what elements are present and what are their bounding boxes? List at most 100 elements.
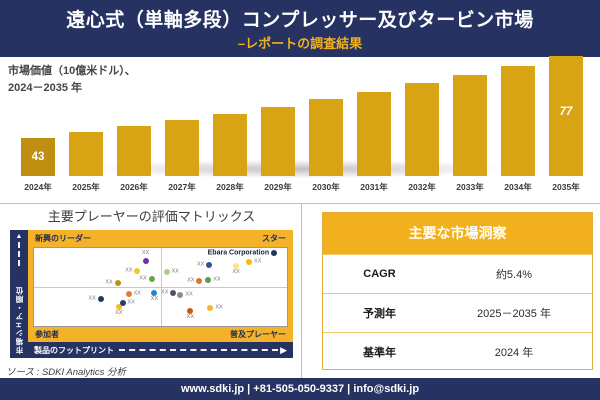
scatter-dot: XX xyxy=(142,251,149,264)
scatter-dot: XX xyxy=(207,304,223,311)
x-axis-tick-label: 2026年 xyxy=(120,182,148,192)
scatter-plot-area: XX XX XX XX XX XX XX XX XX XX XX XX XX Ebara Corporat… xyxy=(33,247,288,327)
scatter-dot: XX xyxy=(125,268,141,275)
table-row-label: CAGR xyxy=(363,268,396,280)
scatter-point-label: XX xyxy=(125,267,133,274)
scatter-dot: XX xyxy=(197,261,213,268)
table-row-value: 2024 年 xyxy=(494,347,534,359)
bar-2031年 xyxy=(357,92,391,176)
matrix-y-axis-bar: ▲ 市場シェア・順位 xyxy=(10,230,28,358)
quadrant-label-emerging-leaders: 新興のリーダー xyxy=(35,234,91,243)
scatter-point-label: XX xyxy=(215,303,223,310)
scatter-dot: XX xyxy=(246,258,261,265)
bar-2026年 xyxy=(117,126,151,176)
x-axis-tick-label: 2031年 xyxy=(360,182,388,192)
matrix-y-axis-label: 市場シェア・順位 xyxy=(14,286,24,354)
scatter-point-label: XX xyxy=(139,275,147,282)
scatter-point-label: XX xyxy=(141,250,150,257)
scatter-dot: XX xyxy=(177,292,193,298)
bar-row-shadow xyxy=(12,156,588,182)
insights-table-rows: CAGR 約5.4% 予測年 2025－2035 年基準年 2024 年 xyxy=(323,254,592,371)
scatter-point-label: XX xyxy=(171,268,179,275)
chart-caption-line1: 市場価値（10億米ドル）、 xyxy=(8,65,136,77)
x-axis-tick-label: 2027年 xyxy=(168,182,196,192)
bar-value-label: 77 xyxy=(559,106,573,118)
table-row-value: 2025－2035 年 xyxy=(476,308,551,320)
bar-2033年 xyxy=(453,75,487,176)
scatter-point-label: XX xyxy=(254,257,262,264)
scatter-point-label: XX xyxy=(127,298,135,305)
quadrant-divider-horizontal xyxy=(34,287,287,288)
scatter-point-label: XX xyxy=(150,295,159,302)
x-axis-tick-label: 2033年 xyxy=(456,182,484,192)
bar-chart: 43 77 xyxy=(21,56,583,176)
chart-caption: 市場価値（10億米ドル）、 2024－2035 年 xyxy=(8,63,193,97)
table-row: 基準年 2024 年 xyxy=(323,332,592,371)
quadrant-label-star: スター xyxy=(262,234,286,243)
scatter-dot: XX xyxy=(151,289,158,301)
matrix-top-band: 新興のリーダー スター xyxy=(28,230,293,247)
scatter-point-label: XX xyxy=(133,290,141,297)
x-axis-tick-label: 2025年 xyxy=(72,182,100,192)
x-axis-tick-label: 2034年 xyxy=(504,182,532,192)
quadrant-label-participants: 参加者 xyxy=(35,330,59,339)
insights-table-title: 主要な市場洞察 xyxy=(323,213,592,254)
footer-contact-bar: www.sdki.jp | +81-505-050-9337 | info@sd… xyxy=(0,378,600,400)
scatter-point-label: XX xyxy=(187,277,195,284)
bar-2034年 xyxy=(501,66,535,176)
matrix-x-axis-bar: 製品のフットプリント ▶ xyxy=(28,342,293,358)
matrix-x-axis-label: 製品のフットプリント xyxy=(34,345,114,355)
page-subtitle: –レポートの調査結果 xyxy=(237,36,363,51)
bar-2032年 xyxy=(405,83,439,176)
page-title: 遠心式（単軸多段）コンプレッサー及びタービン市場 xyxy=(66,10,534,31)
horizontal-divider xyxy=(0,203,600,204)
scatter-dot: XX xyxy=(119,299,135,306)
scatter-dot: XX xyxy=(205,277,221,284)
table-row: CAGR 約5.4% xyxy=(323,254,592,293)
x-axis-tick-label: 2028年 xyxy=(216,182,244,192)
x-axis-tick-label: 2024年 xyxy=(24,182,52,192)
x-axis-tick-label: 2029年 xyxy=(264,182,292,192)
bar-2030年 xyxy=(309,99,343,176)
scatter-dot: XX xyxy=(105,280,121,287)
bar-2028年 xyxy=(213,114,247,176)
bar-2024年: 43 xyxy=(21,138,55,176)
scatter-point-label: XX xyxy=(213,276,221,283)
scatter-dot: XX xyxy=(161,290,177,296)
x-axis-labels: 2024年 2025年 2026年 2027年 2028年 2029年 2030年 2031年… xyxy=(21,181,583,193)
x-axis-tick-label: 2035年 xyxy=(552,182,580,192)
dashed-line-vertical xyxy=(18,242,20,266)
scatter-dot: XX xyxy=(232,262,240,274)
scatter-point-label: XX xyxy=(186,314,195,321)
matrix-bottom-band: 参加者 普及プレーヤー xyxy=(28,327,293,342)
table-row: 予測年 2025－2035 年 xyxy=(323,293,592,332)
table-row-value: 約5.4% xyxy=(495,269,533,281)
scatter-dot: XX xyxy=(125,291,141,297)
x-axis-tick-label: 2030年 xyxy=(312,182,340,192)
scatter-dot: XX xyxy=(115,303,122,315)
matrix-title: 主要プレーヤーの評価マトリックス xyxy=(47,209,256,224)
chart-caption-line2: 2024－2035 年 xyxy=(8,82,82,95)
x-axis-tick-label: 2032年 xyxy=(408,182,436,192)
table-row-label: 基準年 xyxy=(362,347,396,359)
company-dot: Ebara Corporation xyxy=(208,249,278,256)
scatter-point-label: XX xyxy=(232,268,240,275)
dashed-line-horizontal xyxy=(119,349,279,351)
scatter-dot: XX xyxy=(88,295,104,302)
scatter-point-label: XX xyxy=(115,309,123,316)
company-name-label: Ebara Corporation xyxy=(207,249,270,257)
bar-2027年 xyxy=(165,120,199,176)
scatter-point-label: XX xyxy=(105,279,113,286)
arrow-up-icon: ▲ xyxy=(15,233,23,240)
bar-value-label: 43 xyxy=(31,151,45,163)
scatter-dot: XX xyxy=(187,308,194,320)
source-note: ソース : SDKI Analytics 分析 xyxy=(6,367,127,378)
scatter-dot: XX xyxy=(163,269,179,276)
bar-2035年: 77 xyxy=(549,56,583,176)
scatter-dot: XX xyxy=(187,278,203,285)
insights-table: 主要な市場洞察 CAGR 約5.4% 予測年 2025－2035 年基準年 2024 年 xyxy=(322,212,593,370)
bar-2025年 xyxy=(69,132,103,176)
quadrant-label-pervasive-players: 普及プレーヤー xyxy=(230,330,286,339)
scatter-point-label: XX xyxy=(185,291,193,298)
